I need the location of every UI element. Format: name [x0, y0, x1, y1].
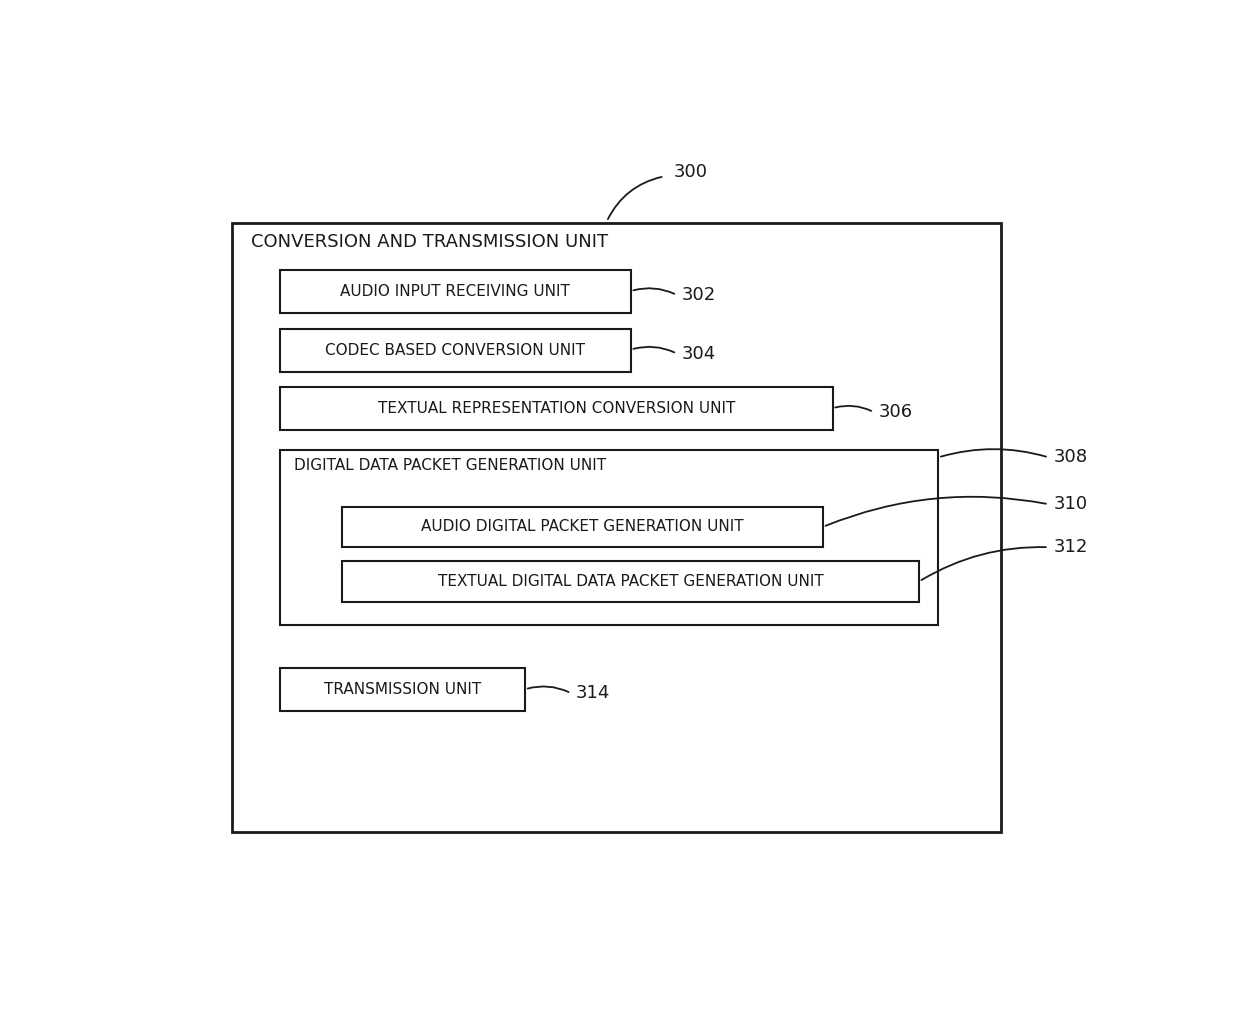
- Text: DIGITAL DATA PACKET GENERATION UNIT: DIGITAL DATA PACKET GENERATION UNIT: [294, 458, 606, 473]
- Text: 308: 308: [1054, 448, 1087, 466]
- Bar: [232, 223, 1001, 832]
- Text: 306: 306: [879, 404, 913, 421]
- Text: AUDIO INPUT RECEIVING UNIT: AUDIO INPUT RECEIVING UNIT: [340, 284, 570, 299]
- Text: TEXTUAL REPRESENTATION CONVERSION UNIT: TEXTUAL REPRESENTATION CONVERSION UNIT: [377, 402, 735, 416]
- Bar: [280, 270, 631, 313]
- Text: CODEC BASED CONVERSION UNIT: CODEC BASED CONVERSION UNIT: [325, 343, 585, 358]
- Text: 314: 314: [575, 684, 610, 703]
- Text: 302: 302: [682, 286, 715, 304]
- Text: 304: 304: [682, 345, 715, 363]
- Bar: [280, 449, 939, 626]
- Bar: [342, 562, 919, 602]
- Bar: [280, 668, 525, 711]
- Text: TEXTUAL DIGITAL DATA PACKET GENERATION UNIT: TEXTUAL DIGITAL DATA PACKET GENERATION U…: [438, 574, 823, 589]
- Bar: [342, 507, 823, 548]
- Text: 310: 310: [1054, 495, 1087, 513]
- Text: 312: 312: [1054, 538, 1087, 557]
- Text: CONVERSION AND TRANSMISSION UNIT: CONVERSION AND TRANSMISSION UNIT: [250, 232, 609, 250]
- Text: 300: 300: [675, 163, 708, 182]
- Text: AUDIO DIGITAL PACKET GENERATION UNIT: AUDIO DIGITAL PACKET GENERATION UNIT: [422, 519, 744, 534]
- Text: TRANSMISSION UNIT: TRANSMISSION UNIT: [324, 682, 481, 698]
- Bar: [280, 387, 832, 430]
- Bar: [280, 329, 631, 371]
